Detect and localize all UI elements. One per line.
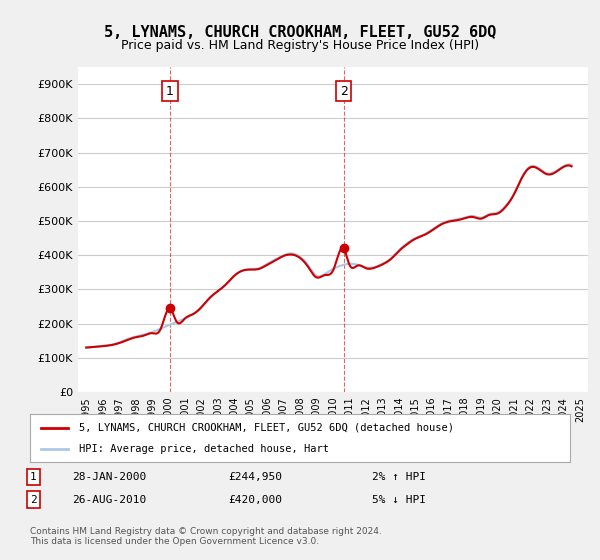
Text: 1: 1 bbox=[30, 472, 37, 482]
Text: Contains HM Land Registry data © Crown copyright and database right 2024.
This d: Contains HM Land Registry data © Crown c… bbox=[30, 526, 382, 546]
Text: £244,950: £244,950 bbox=[228, 472, 282, 482]
Text: 2: 2 bbox=[340, 85, 347, 97]
Text: 2: 2 bbox=[30, 494, 37, 505]
Text: 28-JAN-2000: 28-JAN-2000 bbox=[72, 472, 146, 482]
Text: 5% ↓ HPI: 5% ↓ HPI bbox=[372, 494, 426, 505]
Text: 5, LYNAMS, CHURCH CROOKHAM, FLEET, GU52 6DQ: 5, LYNAMS, CHURCH CROOKHAM, FLEET, GU52 … bbox=[104, 25, 496, 40]
Text: HPI: Average price, detached house, Hart: HPI: Average price, detached house, Hart bbox=[79, 444, 329, 454]
Text: 5, LYNAMS, CHURCH CROOKHAM, FLEET, GU52 6DQ (detached house): 5, LYNAMS, CHURCH CROOKHAM, FLEET, GU52 … bbox=[79, 423, 454, 433]
Text: £420,000: £420,000 bbox=[228, 494, 282, 505]
Text: 26-AUG-2010: 26-AUG-2010 bbox=[72, 494, 146, 505]
Text: 2% ↑ HPI: 2% ↑ HPI bbox=[372, 472, 426, 482]
Text: 1: 1 bbox=[166, 85, 174, 97]
Text: Price paid vs. HM Land Registry's House Price Index (HPI): Price paid vs. HM Land Registry's House … bbox=[121, 39, 479, 52]
